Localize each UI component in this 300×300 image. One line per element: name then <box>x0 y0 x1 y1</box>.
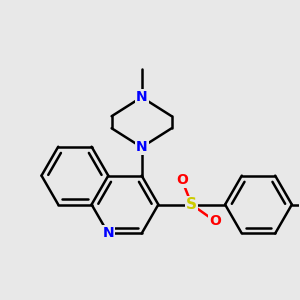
Text: N: N <box>136 140 148 154</box>
Text: N: N <box>136 90 148 104</box>
Text: O: O <box>209 214 221 228</box>
Text: O: O <box>176 172 188 187</box>
Text: N: N <box>103 226 114 240</box>
Text: S: S <box>186 197 197 212</box>
